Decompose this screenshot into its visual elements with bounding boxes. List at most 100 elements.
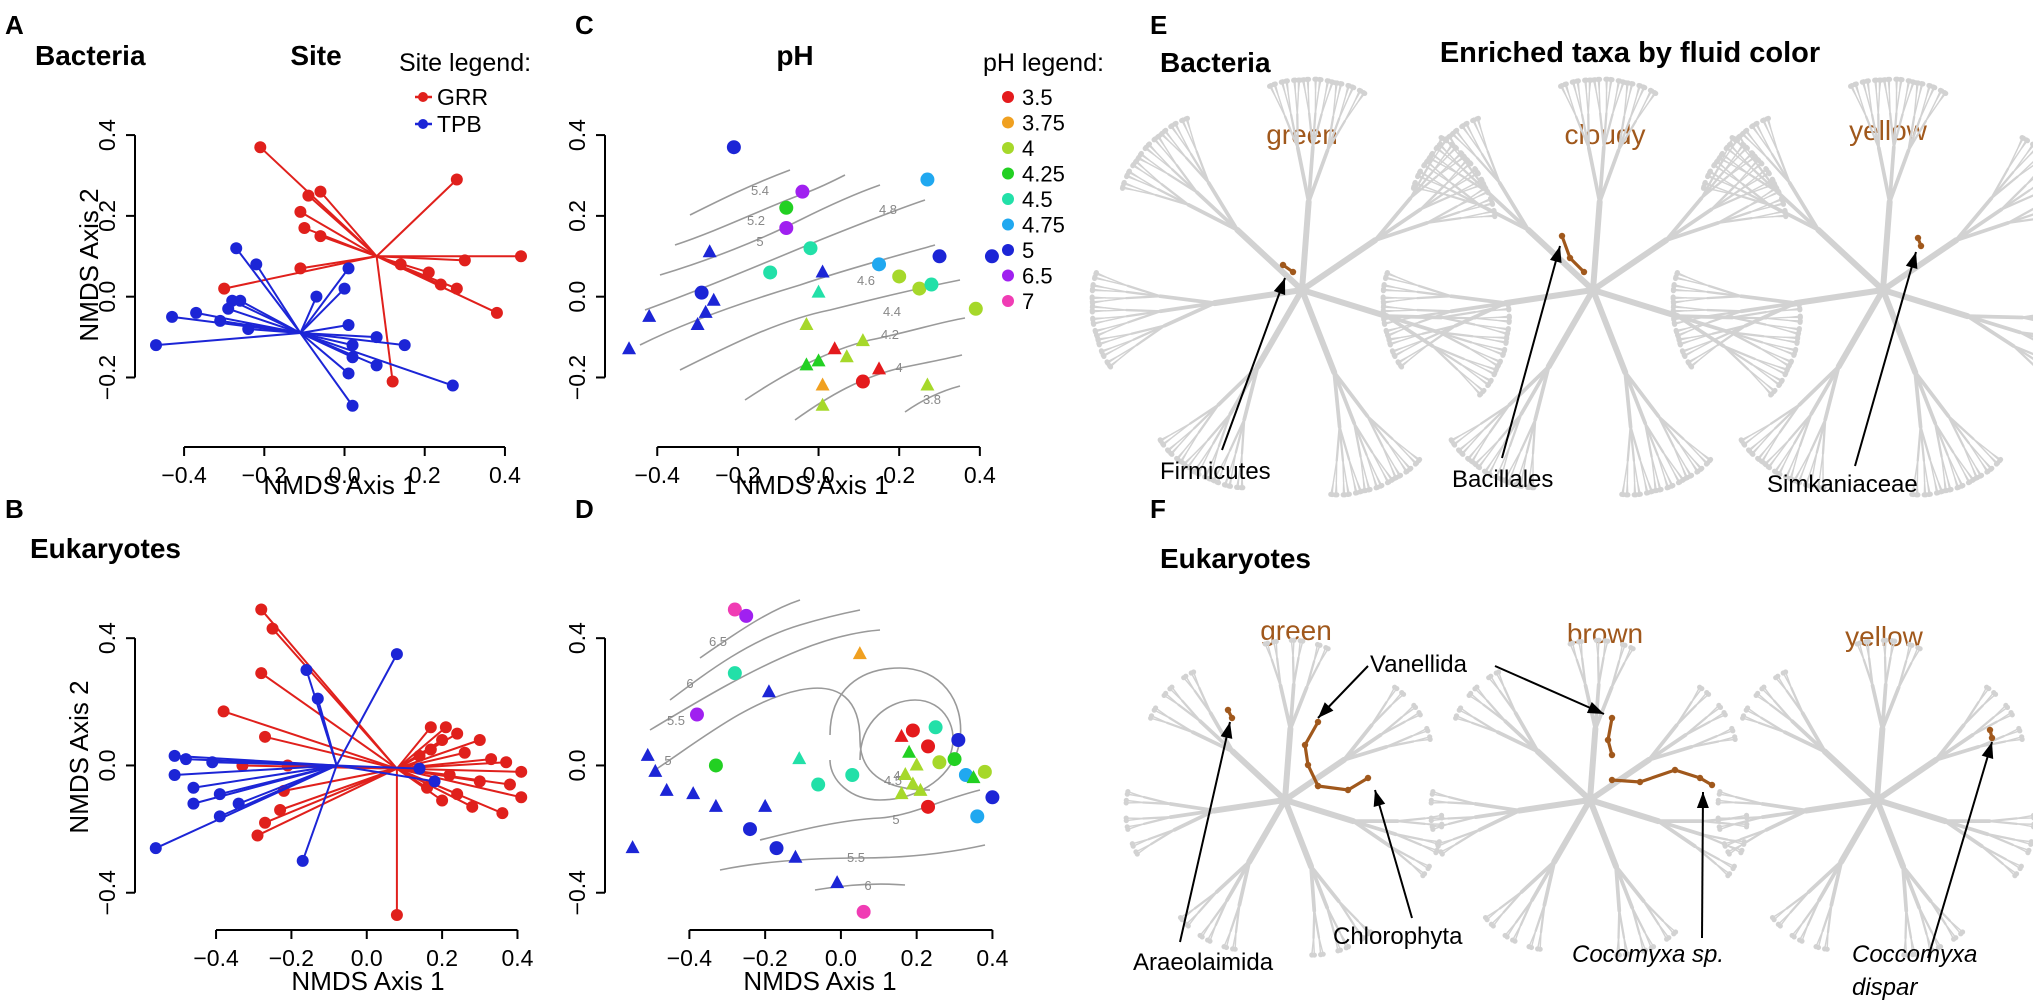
chart-a-x-tick-label: 0.0: [329, 462, 361, 488]
tree-e-yellow-branch: [1919, 98, 1930, 120]
tree-e-cloudy-branch: [1587, 113, 1590, 150]
point-grr: [394, 258, 407, 271]
spider-line-tpb: [231, 299, 301, 334]
contour-label: 5.5: [847, 850, 865, 865]
tree-e-green-branch: [1335, 425, 1341, 462]
contour-line: [674, 174, 846, 246]
tree-f-brown-branch: [1662, 920, 1675, 935]
tree-f-brown-tip: [1482, 914, 1489, 921]
chart-a-x-tick-label: 0.2: [409, 462, 441, 488]
tree-f-brown-branch: [1473, 716, 1499, 734]
highlight-vanellida-green: [1303, 720, 1320, 788]
tree-e-yellow-branch: [1694, 338, 1716, 348]
tree-f-brown-branch: [1699, 833, 1727, 847]
tree-f-yellow-branch: [1734, 795, 1764, 806]
tree-e-cloudy-branch: [1598, 91, 1601, 115]
tree-f-brown-branch: [1513, 711, 1540, 754]
point-tpb: [214, 314, 227, 327]
tree-e-green-tip: [1184, 115, 1191, 122]
tree-f-yellow-tip: [1935, 945, 1941, 951]
tree-f-yellow-branch: [2016, 823, 2033, 828]
tree-f-green-tip: [1177, 914, 1184, 921]
tree-f-green-branch: [1337, 899, 1355, 926]
tree-e-cloudy-branch: [1623, 370, 1661, 418]
legend-ph-label: 3.75: [1022, 111, 1065, 136]
tree-f-brown-branch: [1638, 933, 1644, 952]
tree-e-cloudy-branch: [1664, 196, 1704, 243]
tree-f-yellow-branch: [1790, 686, 1804, 715]
tree-e-cloudy-branch: [1529, 452, 1534, 476]
tree-f-brown-tip: [1717, 704, 1724, 710]
taxon-cocomyxa-label: Cocomyxa sp.: [1572, 941, 1724, 968]
tree-e-green-branch: [1311, 113, 1323, 149]
spider-line-tpb: [316, 698, 338, 766]
chart-b-y-tick-label: −0.4: [94, 870, 120, 916]
spider-line-tpb: [300, 332, 454, 387]
tree-e-cloudy-branch: [1408, 344, 1429, 357]
point-ph-triangle: [909, 757, 924, 771]
tree-f-yellow-tip: [1725, 849, 1731, 855]
tree-f-yellow-tip: [2019, 736, 2025, 742]
spider-line-tpb: [155, 764, 338, 850]
tree-f-green-branch: [1313, 644, 1321, 662]
tree-e-yellow-branch: [1738, 153, 1754, 171]
tree-e-cloudy-branch: [1486, 150, 1501, 185]
tree-e-yellow-tip: [1993, 461, 2000, 467]
tree-f-green-branch: [1318, 648, 1329, 664]
tree-e-cloudy-branch: [1597, 145, 1606, 204]
tree-f-green-tip: [1273, 638, 1279, 645]
tree-f-brown-tip: [1730, 728, 1736, 734]
highlight-bacillales-node: [1566, 254, 1574, 262]
contour-label: 6: [864, 878, 871, 893]
chart-a-plot: −0.4 −0.2 0.0 0.2 0.4 −0.2 0.0 0.2 0.4: [94, 119, 527, 488]
taxon-coccomyxa-label-2: dispar: [1852, 974, 1918, 1001]
tree-e-green-branch: [1371, 451, 1383, 472]
tree-f-yellow-tip: [1717, 789, 1723, 795]
tree-e-green-branch: [1207, 412, 1232, 441]
tree-f-green-branch: [1385, 687, 1398, 703]
tree-e-yellow-branch: [2012, 156, 2029, 173]
tree-e-green-tip: [1157, 437, 1163, 443]
arrow-coccomyxa-dispar-head: [1981, 742, 1994, 760]
tree-e-yellow-branch: [1929, 458, 1936, 481]
tree-e-cloudy-branch: [1480, 130, 1489, 152]
panel-letter-f: F: [1150, 494, 1166, 524]
tree-e-yellow-branch: [1962, 445, 1973, 467]
point-grr: [503, 778, 516, 791]
tree-f-green-branch: [1185, 911, 1200, 925]
tree-f-brown-branch: [1675, 704, 1697, 727]
tree-e-green-branch: [1425, 217, 1462, 225]
tree-f-yellow-tip: [1761, 684, 1767, 690]
axis-a-xlabel: NMDS Axis 1: [263, 470, 416, 500]
tree-f-green-tip: [1300, 638, 1306, 644]
point-ph-triangle: [758, 798, 773, 812]
legend-ph-label: 7: [1022, 289, 1034, 314]
spider-line-tpb: [248, 328, 301, 335]
tree-e-yellow-branch: [1761, 134, 1773, 155]
tree-f-green-tip: [1163, 690, 1169, 697]
tree-f-green-branch: [1126, 823, 1145, 828]
tree-f-brown-branch: [1503, 719, 1540, 754]
arrow-araeolaimida: [1179, 721, 1231, 943]
tree-e-green-branch: [1171, 422, 1191, 435]
tree-e-cloudy-tip: [1630, 81, 1636, 87]
tree-f-brown-tip: [1671, 931, 1677, 937]
spider-line-tpb: [299, 267, 350, 334]
point-ph-triangle: [966, 770, 981, 784]
tree-e-cloudy-tip: [1383, 327, 1389, 334]
axis-b-ylabel: NMDS Axis 2: [64, 680, 94, 833]
tree-e-green-branch: [1189, 403, 1220, 425]
point-ph-circle: [763, 265, 778, 280]
arrow-araeolaimida-head: [1220, 722, 1233, 739]
tree-e-cloudy-branch: [1417, 284, 1453, 298]
tree-f-yellow-branch: [1934, 733, 1975, 762]
tree-f-yellow-branch: [1760, 802, 1809, 813]
tree-f-brown-branch: [1631, 906, 1641, 936]
highlight-bacillales-node: [1558, 232, 1566, 240]
tree-e-green-tip: [1098, 348, 1105, 354]
panel-f-group-label: Eukaryotes: [1160, 543, 1311, 574]
tree-e-green-branch: [1459, 215, 1483, 219]
spider-line-tpb: [255, 263, 302, 334]
tree-f-brown-tip: [1429, 824, 1435, 830]
tree-f-yellow-branch: [1784, 671, 1793, 689]
